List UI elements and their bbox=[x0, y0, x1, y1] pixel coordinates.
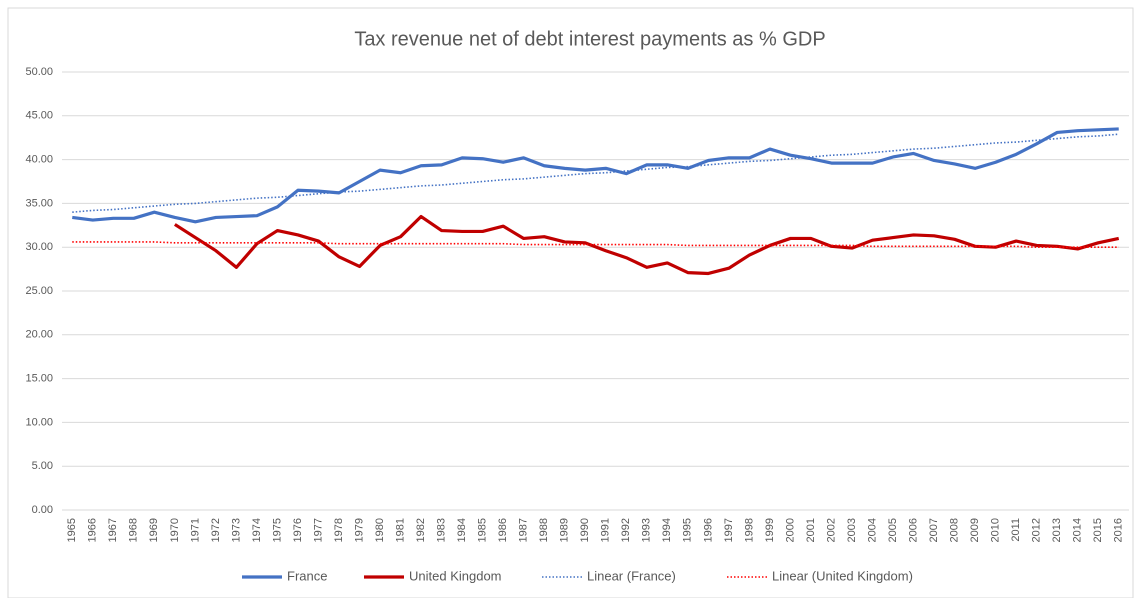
x-tick-label: 1999 bbox=[764, 518, 776, 542]
x-tick-label: 1996 bbox=[702, 518, 714, 542]
x-tick-label: 2000 bbox=[784, 518, 796, 542]
legend-label: Linear (France) bbox=[587, 568, 676, 583]
x-tick-label: 1988 bbox=[538, 518, 550, 542]
y-tick-label: 35.00 bbox=[25, 197, 53, 209]
y-tick-label: 50.00 bbox=[25, 66, 53, 78]
x-tick-label: 1965 bbox=[66, 518, 78, 542]
x-tick-label: 2002 bbox=[825, 518, 837, 542]
legend-label: Linear (United Kingdom) bbox=[772, 568, 913, 583]
x-tick-label: 2008 bbox=[948, 518, 960, 542]
x-tick-label: 2005 bbox=[887, 518, 899, 542]
x-tick-label: 1995 bbox=[682, 518, 694, 542]
x-tick-label: 1974 bbox=[251, 518, 263, 542]
y-tick-label: 30.00 bbox=[25, 241, 53, 253]
x-tick-label: 1971 bbox=[189, 518, 201, 542]
x-tick-label: 1967 bbox=[107, 518, 119, 542]
x-tick-label: 1978 bbox=[333, 518, 345, 542]
x-tick-label: 1984 bbox=[456, 518, 468, 542]
x-tick-label: 2014 bbox=[1072, 518, 1084, 542]
x-tick-label: 2013 bbox=[1051, 518, 1063, 542]
x-tick-label: 1973 bbox=[230, 518, 242, 542]
x-tick-label: 1983 bbox=[436, 518, 448, 542]
y-tick-label: 25.00 bbox=[25, 285, 53, 297]
x-tick-label: 1969 bbox=[148, 518, 160, 542]
x-tick-label: 1985 bbox=[477, 518, 489, 542]
y-tick-label: 45.00 bbox=[25, 110, 53, 122]
x-tick-label: 2012 bbox=[1031, 518, 1043, 542]
legend-label: United Kingdom bbox=[409, 568, 502, 583]
x-tick-label: 1992 bbox=[620, 518, 632, 542]
x-tick-label: 2011 bbox=[1010, 518, 1022, 542]
chart-title: Tax revenue net of debt interest payment… bbox=[354, 28, 825, 50]
x-tick-label: 2016 bbox=[1113, 518, 1125, 542]
x-tick-label: 2004 bbox=[866, 518, 878, 542]
x-tick-label: 1981 bbox=[394, 518, 406, 542]
x-tick-label: 2010 bbox=[990, 518, 1002, 542]
x-tick-label: 2003 bbox=[846, 518, 858, 542]
x-tick-label: 1997 bbox=[723, 518, 735, 542]
x-tick-label: 1980 bbox=[374, 518, 386, 542]
y-tick-label: 15.00 bbox=[25, 373, 53, 385]
x-tick-label: 2009 bbox=[969, 518, 981, 542]
x-tick-label: 2006 bbox=[907, 518, 919, 542]
x-tick-label: 1976 bbox=[292, 518, 304, 542]
y-tick-label: 40.00 bbox=[25, 154, 53, 166]
x-tick-label: 1979 bbox=[353, 518, 365, 542]
x-tick-label: 1970 bbox=[169, 518, 181, 542]
x-tick-label: 1990 bbox=[579, 518, 591, 542]
series-line bbox=[173, 214, 1120, 276]
x-tick-label: 1989 bbox=[559, 518, 571, 542]
legend-label: France bbox=[287, 568, 327, 583]
x-tick-label: 1987 bbox=[518, 518, 530, 542]
series-line bbox=[72, 127, 1119, 224]
x-tick-label: 1977 bbox=[312, 518, 324, 542]
x-tick-label: 1972 bbox=[210, 518, 222, 542]
y-tick-label: 0.00 bbox=[32, 504, 53, 516]
x-tick-label: 2007 bbox=[928, 518, 940, 542]
x-tick-label: 1998 bbox=[743, 518, 755, 542]
x-tick-label: 1982 bbox=[415, 518, 427, 542]
y-tick-label: 10.00 bbox=[25, 416, 53, 428]
x-tick-label: 1993 bbox=[641, 518, 653, 542]
y-tick-label: 20.00 bbox=[25, 329, 53, 341]
chart-frame bbox=[7, 7, 1134, 598]
x-tick-label: 2015 bbox=[1092, 518, 1104, 542]
y-tick-label: 5.00 bbox=[32, 460, 53, 472]
x-tick-label: 2001 bbox=[805, 518, 817, 542]
x-tick-label: 1966 bbox=[87, 518, 99, 542]
x-tick-label: 1968 bbox=[128, 518, 140, 542]
x-tick-label: 1991 bbox=[600, 518, 612, 542]
x-tick-label: 1994 bbox=[661, 518, 673, 542]
x-tick-label: 1975 bbox=[271, 518, 283, 542]
series-line bbox=[72, 241, 1119, 248]
x-tick-label: 1986 bbox=[497, 518, 509, 542]
